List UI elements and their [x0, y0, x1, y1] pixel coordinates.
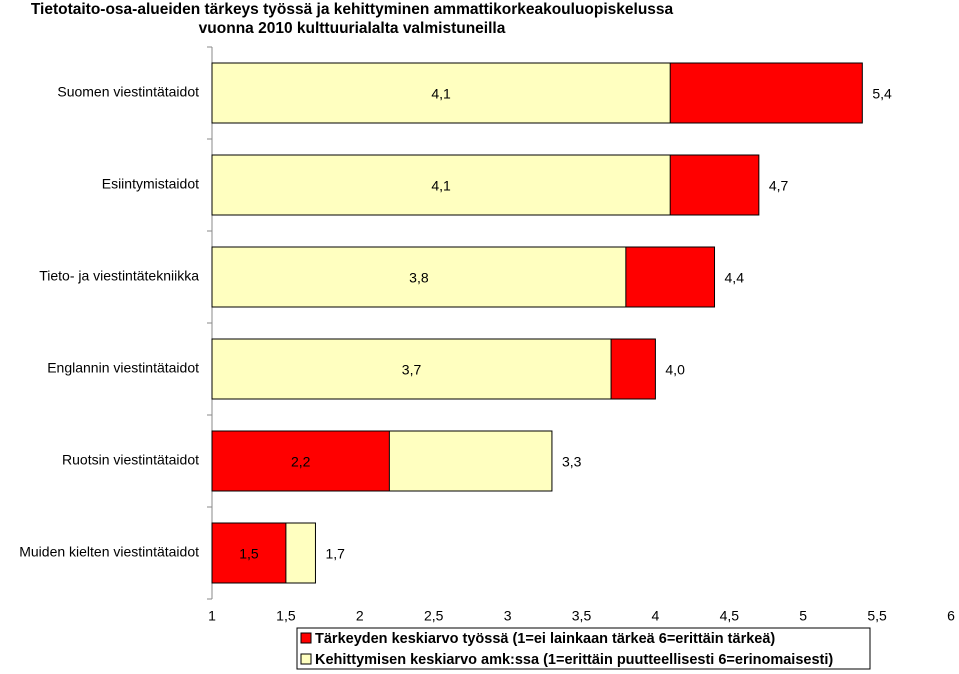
- bar: [211, 338, 612, 400]
- y-tick-label: Tieto- ja viestintätekniikka: [39, 268, 199, 284]
- legend-swatch: [300, 653, 312, 665]
- x-tick-label: 2,5: [424, 608, 444, 624]
- y-tick-label: Suomen viestintätaidot: [57, 84, 199, 100]
- value-label: 3,3: [562, 454, 582, 470]
- value-label: 1,7: [325, 546, 345, 562]
- value-label: 1,5: [239, 546, 259, 562]
- bar: [211, 430, 390, 492]
- x-tick-label: 6: [947, 608, 955, 624]
- x-tick-label: 1: [208, 608, 216, 624]
- x-tick-label: 4,5: [720, 608, 740, 624]
- value-label: 2,2: [291, 454, 311, 470]
- legend-swatch: [300, 632, 312, 644]
- chart-title: vuonna 2010 kulttuurialalta valmistuneil…: [199, 20, 506, 37]
- x-tick-label: 3,5: [572, 608, 592, 624]
- chart-title: Tietotaito-osa-alueiden tärkeys työssä j…: [31, 1, 674, 18]
- value-label: 5,4: [872, 86, 892, 102]
- bar: [211, 62, 671, 124]
- legend-label: Kehittymisen keskiarvo amk:ssa (1=erittä…: [315, 652, 833, 668]
- legend-box: [296, 627, 871, 670]
- x-tick-label: 3: [504, 608, 512, 624]
- x-tick-label: 5,5: [867, 608, 887, 624]
- value-label: 4,4: [725, 270, 745, 286]
- x-tick-label: 4: [652, 608, 660, 624]
- value-label: 3,7: [402, 362, 422, 378]
- bar: [211, 522, 287, 584]
- value-label: 3,8: [409, 270, 429, 286]
- value-label: 4,0: [665, 362, 685, 378]
- bar: [211, 154, 671, 216]
- value-label: 4,7: [769, 178, 789, 194]
- x-tick-label: 5: [799, 608, 807, 624]
- x-tick-label: 1,5: [276, 608, 296, 624]
- value-label: 4,1: [431, 178, 451, 194]
- legend: Tärkeyden keskiarvo työssä (1=ei lainkaa…: [296, 627, 871, 670]
- y-tick-label: Englannin viestintätaidot: [47, 360, 199, 376]
- legend-label: Tärkeyden keskiarvo työssä (1=ei lainkaa…: [315, 631, 775, 647]
- x-tick-label: 2: [356, 608, 364, 624]
- y-tick-label: Muiden kielten viestintätaidot: [19, 544, 199, 560]
- y-tick-label: Esiintymistaidot: [102, 176, 199, 192]
- bar: [211, 246, 627, 308]
- value-label: 4,1: [431, 86, 451, 102]
- y-tick-label: Ruotsin viestintätaidot: [62, 452, 199, 468]
